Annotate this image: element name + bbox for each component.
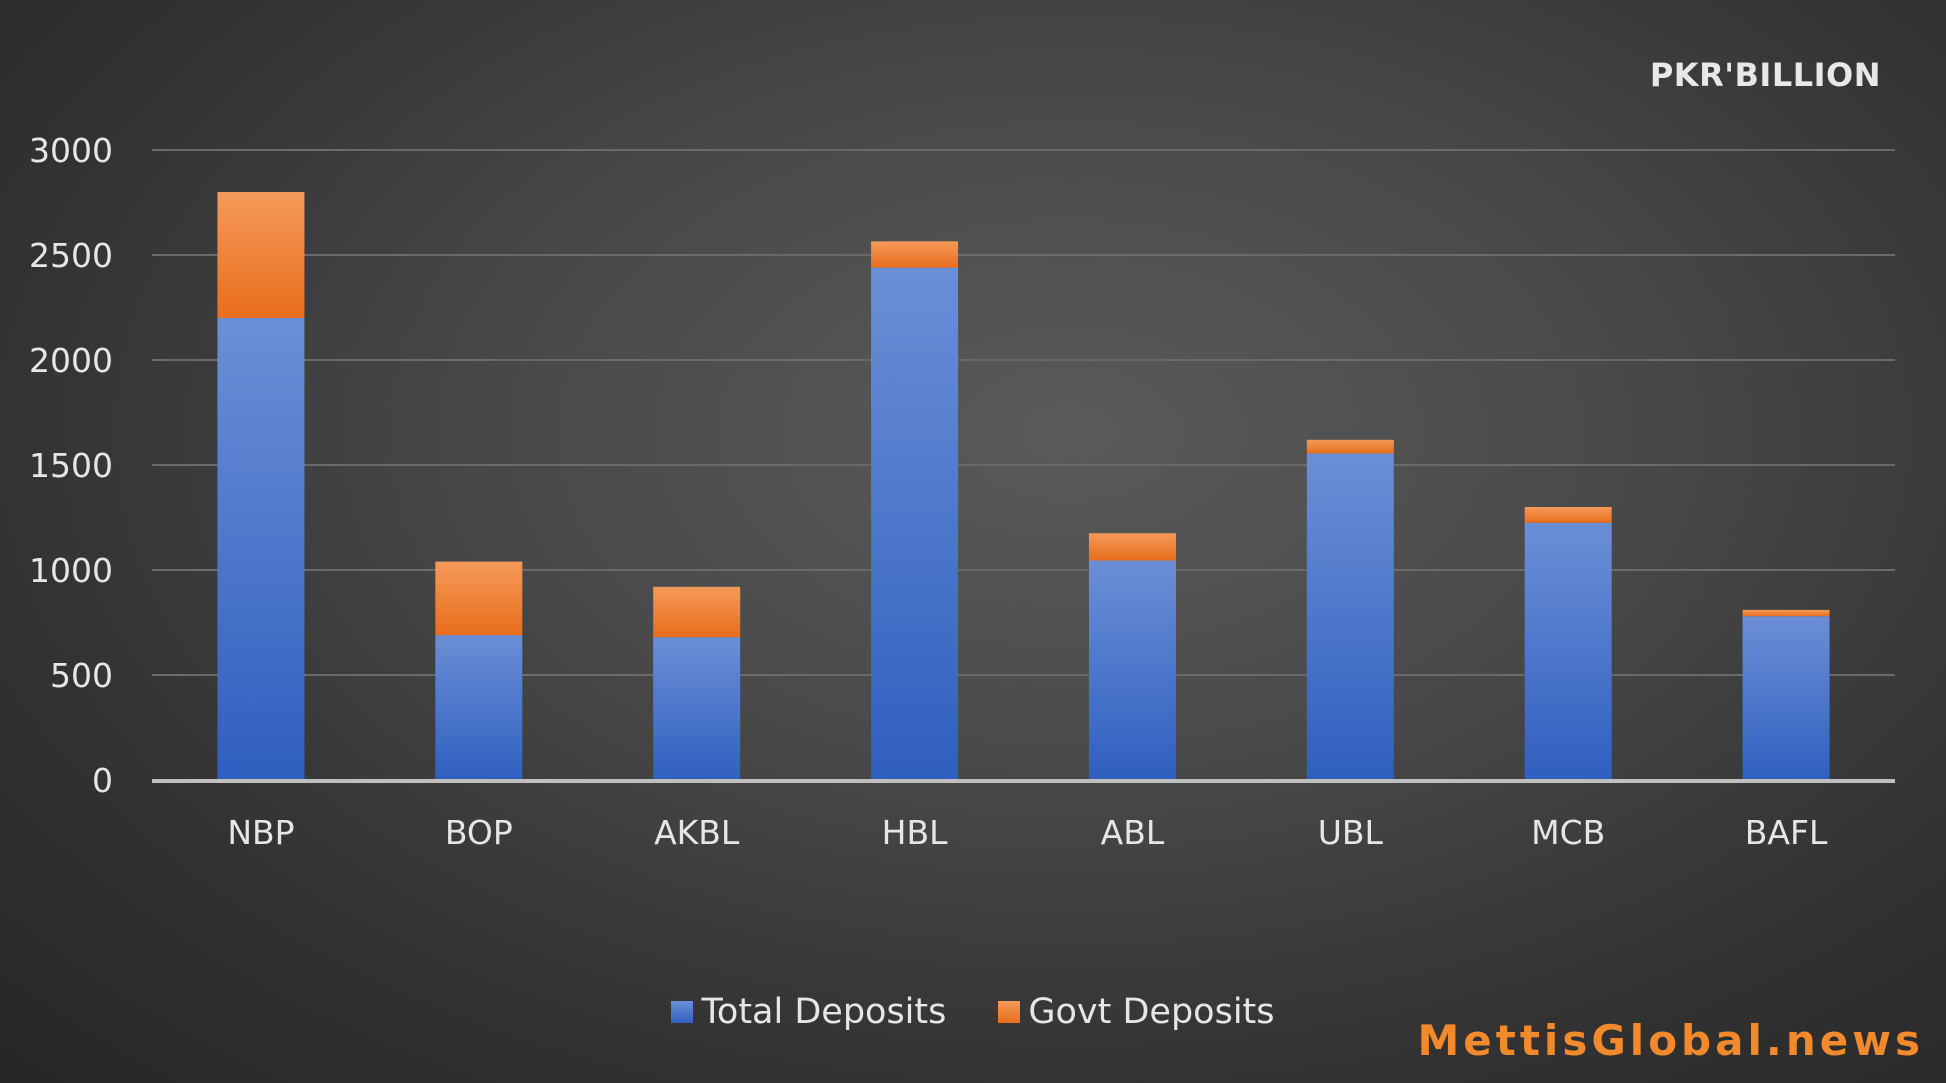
x-tick-label: MCB bbox=[1531, 813, 1605, 852]
bar-govt-deposits bbox=[1088, 533, 1176, 561]
legend: Total Deposits Govt Deposits bbox=[0, 992, 1946, 1032]
x-tick-label: ABL bbox=[1101, 813, 1165, 852]
bar-govt-deposits bbox=[653, 586, 741, 638]
y-tick-label: 3000 bbox=[29, 131, 113, 170]
bar-govt-deposits bbox=[871, 241, 959, 268]
y-tick-label: 2000 bbox=[29, 341, 113, 380]
bar-total-deposits bbox=[1306, 453, 1394, 780]
x-tick-label: BAFL bbox=[1745, 813, 1828, 852]
bar-total-deposits bbox=[435, 635, 523, 780]
legend-label-total-deposits: Total Deposits bbox=[701, 992, 947, 1032]
y-tick-label: 2500 bbox=[29, 236, 113, 275]
unit-label: PKR'BILLION bbox=[1649, 56, 1881, 94]
watermark: MettisGlobal.news bbox=[1417, 1016, 1924, 1065]
bar-total-deposits bbox=[653, 637, 741, 780]
bar-total-deposits bbox=[871, 267, 959, 781]
bar-govt-deposits bbox=[435, 561, 523, 636]
y-tick-label: 500 bbox=[50, 656, 113, 695]
legend-swatch-total-deposits bbox=[671, 1001, 694, 1023]
legend-label-govt-deposits: Govt Deposits bbox=[1028, 992, 1275, 1032]
bar-total-deposits bbox=[1088, 560, 1176, 780]
x-tick-label: BOP bbox=[445, 813, 513, 852]
y-tick-label: 0 bbox=[92, 761, 113, 800]
bar-govt-deposits bbox=[1524, 507, 1612, 523]
bar-total-deposits bbox=[217, 318, 305, 780]
legend-item-govt-deposits: Govt Deposits bbox=[998, 992, 1275, 1032]
y-tick-label: 1500 bbox=[29, 446, 113, 485]
bar-total-deposits bbox=[1524, 522, 1612, 780]
legend-swatch-govt-deposits bbox=[998, 1001, 1021, 1023]
y-tick-label: 1000 bbox=[29, 551, 113, 590]
bar-total-deposits bbox=[1742, 616, 1830, 780]
bar-govt-deposits bbox=[217, 192, 305, 318]
bar-govt-deposits bbox=[1306, 439, 1394, 454]
bar-govt-deposits bbox=[1742, 609, 1830, 617]
x-tick-label: AKBL bbox=[654, 813, 740, 852]
x-tick-label: NBP bbox=[227, 813, 294, 852]
x-tick-label: HBL bbox=[882, 813, 948, 852]
x-tick-label: UBL bbox=[1318, 813, 1384, 852]
legend-item-total-deposits: Total Deposits bbox=[671, 992, 946, 1032]
